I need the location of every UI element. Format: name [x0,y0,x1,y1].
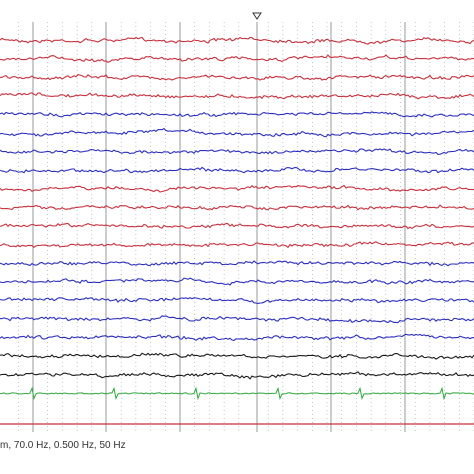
eeg-channel-trace [0,241,474,249]
eeg-channel-traces [0,36,474,401]
filter-settings-text: m, 70.0 Hz, 0.500 Hz, 50 Hz [0,440,126,451]
triangle-down-icon[interactable] [252,12,262,20]
eeg-channel-trace [0,54,474,64]
eeg-channel-trace [0,184,474,193]
eeg-channel-trace [0,204,474,211]
eeg-channel-trace [0,277,474,286]
time-grid [17,22,474,432]
eeg-channel-trace [0,296,474,305]
eeg-channel-trace [0,333,474,341]
eeg-channel-trace [0,148,474,155]
ecg-channel-trace [0,386,474,401]
eeg-channel-trace [0,315,474,324]
eeg-channel-trace [0,36,474,45]
eeg-channel-trace [0,222,474,230]
eeg-channel-trace [0,127,474,138]
eeg-channel-trace [0,111,474,118]
eeg-channel-trace [0,166,474,174]
eeg-channel-trace [0,260,474,267]
eeg-channel-trace [0,92,474,100]
eeg-channel-trace [0,371,474,380]
eeg-channel-trace [0,73,474,81]
eeg-channel-trace [0,352,474,360]
